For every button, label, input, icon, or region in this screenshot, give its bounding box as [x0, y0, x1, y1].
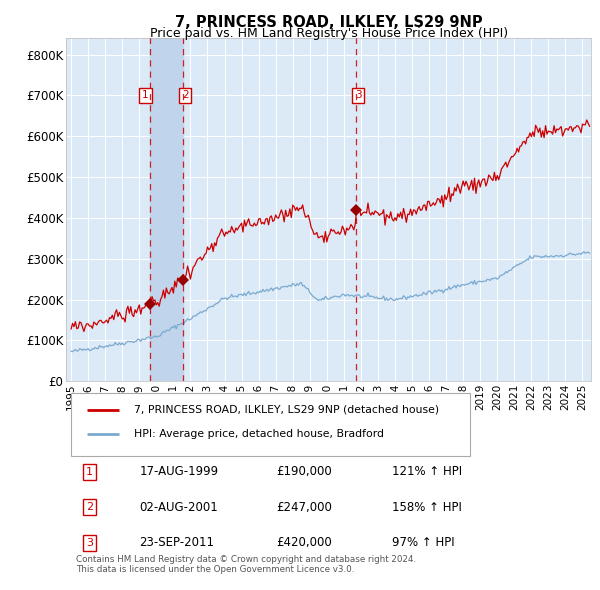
Text: 2: 2 [86, 502, 93, 512]
Text: 02-AUG-2001: 02-AUG-2001 [139, 501, 218, 514]
Text: HPI: Average price, detached house, Bradford: HPI: Average price, detached house, Brad… [134, 430, 384, 440]
Text: £190,000: £190,000 [276, 466, 332, 478]
Text: 3: 3 [355, 90, 361, 100]
Text: 121% ↑ HPI: 121% ↑ HPI [392, 466, 461, 478]
Text: 1: 1 [86, 467, 93, 477]
Point [115, 406, 122, 413]
Point [83, 406, 91, 413]
Text: 2: 2 [182, 90, 188, 100]
Bar [150, 38, 184, 381]
Point [83, 431, 91, 438]
Text: 17-AUG-1999: 17-AUG-1999 [139, 466, 218, 478]
Text: 23-SEP-2011: 23-SEP-2011 [139, 536, 215, 549]
Text: 3: 3 [86, 537, 93, 548]
Text: Contains HM Land Registry data © Crown copyright and database right 2024.
This d: Contains HM Land Registry data © Crown c… [77, 555, 416, 574]
FancyBboxPatch shape [71, 393, 470, 456]
Point [115, 431, 122, 438]
Text: 1: 1 [142, 90, 149, 100]
Text: 7, PRINCESS ROAD, ILKLEY, LS29 9NP: 7, PRINCESS ROAD, ILKLEY, LS29 9NP [175, 15, 482, 30]
Text: £247,000: £247,000 [276, 501, 332, 514]
Text: £420,000: £420,000 [276, 536, 332, 549]
Text: 97% ↑ HPI: 97% ↑ HPI [392, 536, 454, 549]
Text: Price paid vs. HM Land Registry's House Price Index (HPI): Price paid vs. HM Land Registry's House … [150, 27, 508, 40]
Text: 7, PRINCESS ROAD, ILKLEY, LS29 9NP (detached house): 7, PRINCESS ROAD, ILKLEY, LS29 9NP (deta… [134, 405, 439, 415]
Text: 158% ↑ HPI: 158% ↑ HPI [392, 501, 461, 514]
